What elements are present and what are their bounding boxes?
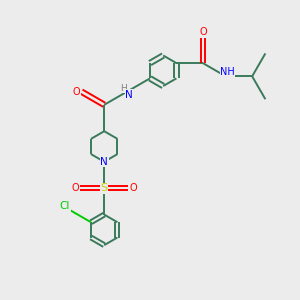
Text: O: O (130, 183, 137, 193)
Text: N: N (125, 90, 133, 100)
Text: O: O (73, 87, 80, 97)
Text: Cl: Cl (60, 201, 70, 212)
Text: N: N (100, 157, 108, 167)
Text: H: H (120, 84, 127, 93)
Text: NH: NH (220, 67, 235, 77)
Text: O: O (199, 27, 207, 37)
Text: O: O (71, 183, 79, 193)
Text: S: S (101, 183, 108, 193)
